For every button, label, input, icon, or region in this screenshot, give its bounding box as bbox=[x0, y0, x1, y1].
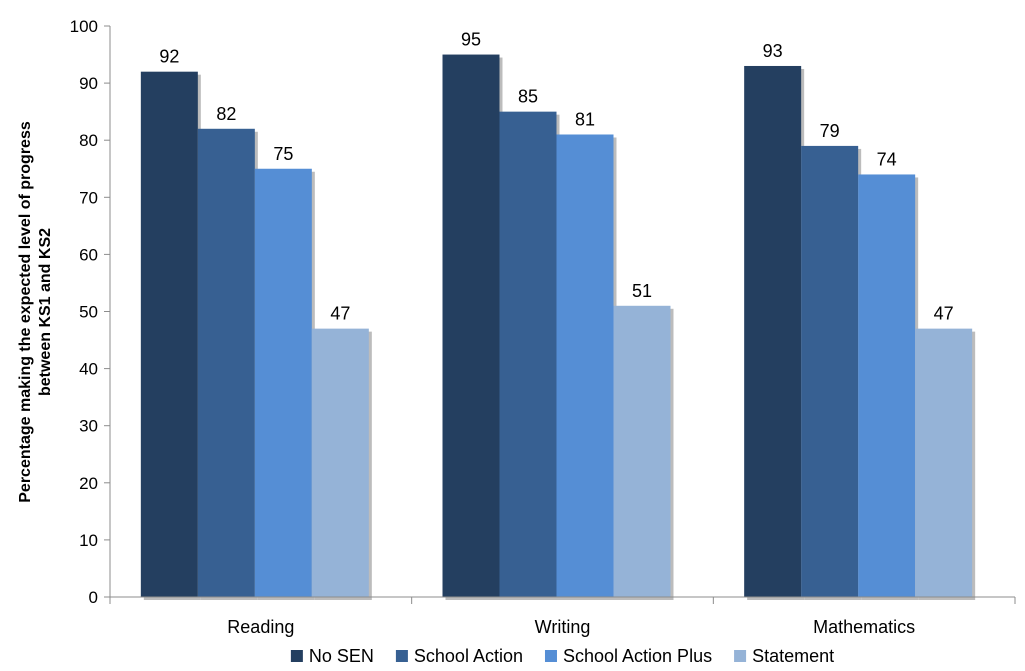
y-axis-title-line-1: Percentage making the expected level of … bbox=[17, 121, 34, 503]
legend-swatch bbox=[290, 650, 303, 662]
bar bbox=[197, 128, 255, 597]
legend-label: School Action bbox=[414, 646, 523, 666]
legend-item: No SEN bbox=[290, 646, 374, 666]
data-label: 51 bbox=[632, 281, 652, 301]
bar bbox=[801, 145, 859, 597]
legend-label: School Action Plus bbox=[563, 646, 712, 666]
bar bbox=[613, 305, 671, 597]
y-tick-label: 90 bbox=[79, 74, 98, 93]
data-label: 85 bbox=[518, 87, 538, 107]
legend-item: School Action bbox=[395, 646, 523, 666]
bar bbox=[858, 174, 916, 597]
bar bbox=[254, 168, 312, 597]
bar bbox=[140, 71, 198, 598]
y-tick-label: 60 bbox=[79, 245, 98, 264]
y-tick-label: 40 bbox=[79, 360, 98, 379]
y-axis-ticks: 0 10 20 30 40 50 60 70 80 90 100 bbox=[70, 17, 110, 607]
bar bbox=[499, 111, 557, 598]
data-label: 81 bbox=[575, 109, 595, 129]
y-tick-label: 70 bbox=[79, 188, 98, 207]
bar bbox=[556, 134, 614, 598]
x-category-label: Reading bbox=[227, 617, 294, 637]
y-tick-label: 50 bbox=[79, 303, 98, 322]
y-tick-label: 0 bbox=[89, 588, 98, 607]
y-tick-label: 80 bbox=[79, 131, 98, 150]
x-category-label: Mathematics bbox=[813, 617, 915, 637]
category-labels: Reading Writing Mathematics bbox=[227, 617, 915, 637]
y-axis-title: Percentage making the expected level of … bbox=[17, 121, 54, 503]
bar bbox=[311, 328, 369, 597]
axes bbox=[109, 26, 1016, 604]
legend-swatch bbox=[544, 650, 557, 662]
bar bbox=[442, 54, 500, 598]
y-tick-label: 100 bbox=[70, 17, 98, 36]
y-axis-title-line-2: between KS1 and KS2 bbox=[37, 228, 54, 396]
y-tick-label: 10 bbox=[79, 531, 98, 550]
data-label: 82 bbox=[216, 104, 236, 124]
legend-item: Statement bbox=[734, 646, 834, 666]
legend-label: Statement bbox=[752, 646, 834, 666]
legend-label: No SEN bbox=[309, 646, 374, 666]
data-label: 79 bbox=[820, 121, 840, 141]
data-label: 74 bbox=[877, 149, 897, 169]
data-label: 92 bbox=[159, 47, 179, 67]
legend-swatch bbox=[395, 650, 408, 662]
data-label: 93 bbox=[763, 41, 783, 61]
bars: 92 82 75 47 95 85 81 51 93 79 74 47 bbox=[140, 30, 976, 601]
x-category-label: Writing bbox=[535, 617, 591, 637]
legend-swatch bbox=[734, 650, 747, 662]
bar bbox=[744, 65, 802, 598]
data-label: 47 bbox=[934, 304, 954, 324]
legend-item: School Action Plus bbox=[544, 646, 712, 666]
data-label: 75 bbox=[273, 144, 293, 164]
y-tick-label: 20 bbox=[79, 474, 98, 493]
data-label: 95 bbox=[461, 30, 481, 50]
legend: No SEN School Action School Action Plus Sta… bbox=[290, 646, 834, 666]
y-tick-label: 30 bbox=[79, 417, 98, 436]
bar bbox=[915, 328, 973, 597]
data-label: 47 bbox=[330, 304, 350, 324]
